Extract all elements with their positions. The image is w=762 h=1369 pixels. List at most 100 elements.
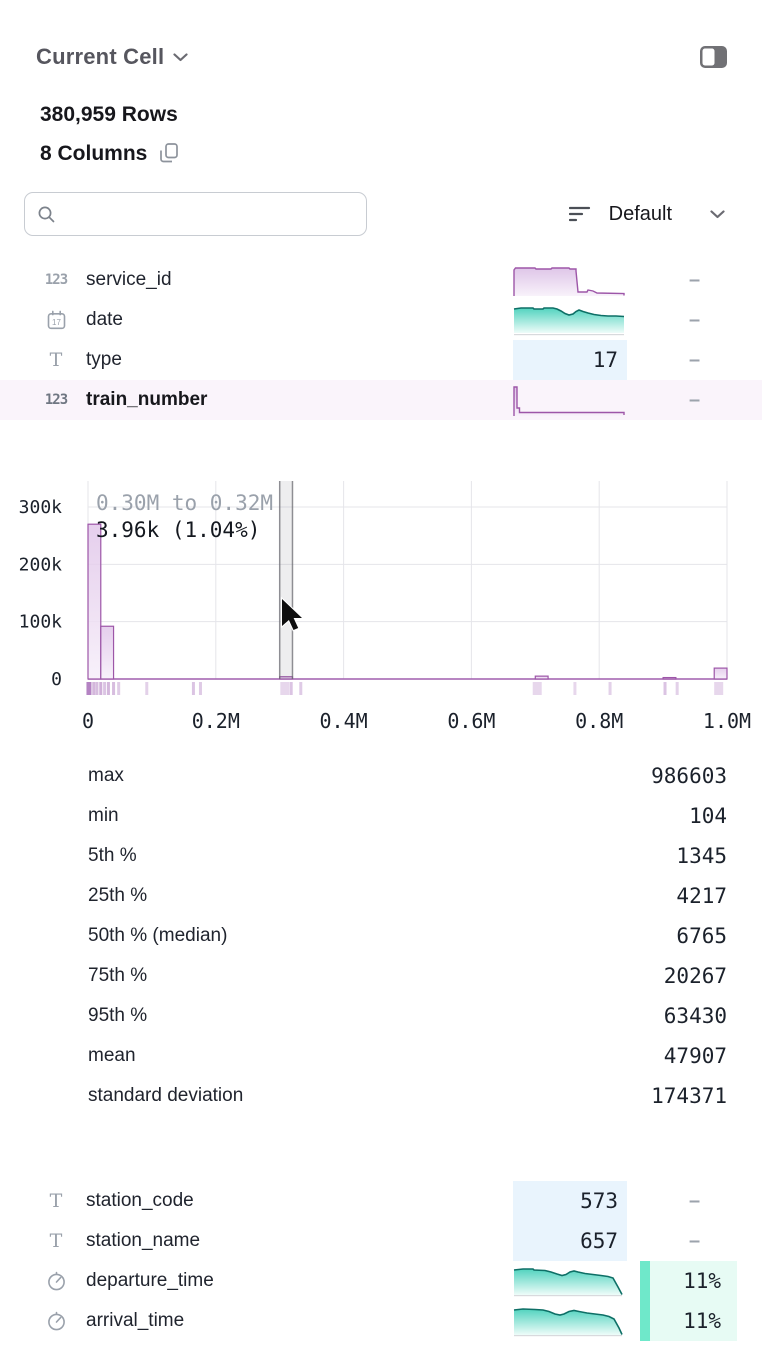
stat-row: 5th % 1345 <box>0 836 762 876</box>
search-input[interactable] <box>64 203 354 225</box>
histogram-tooltip-value: 3.96k (1.04%) <box>96 518 260 542</box>
stat-label: mean <box>88 1045 136 1066</box>
stat-row: 50th % (median) 6765 <box>0 916 762 956</box>
calendar-icon: 17 <box>47 310 65 329</box>
stat-row: standard deviation 174371 <box>0 1076 762 1116</box>
sort-icon <box>568 206 590 222</box>
date-area-sparkline[interactable] <box>513 300 627 340</box>
column-row-service-id[interactable]: 123 service_id – <box>0 260 762 300</box>
svg-text:0.2M: 0.2M <box>192 709 240 733</box>
cardinality-value[interactable]: 657 <box>513 1221 627 1261</box>
search-icon <box>38 206 55 222</box>
stat-row: mean 47907 <box>0 1036 762 1076</box>
clock-icon <box>47 1271 65 1290</box>
text-type-icon: T <box>49 349 63 371</box>
column-row-date[interactable]: 17 date – <box>0 300 762 340</box>
stat-label: standard deviation <box>88 1085 244 1106</box>
column-name: type <box>86 349 122 370</box>
column-name: service_id <box>86 269 172 290</box>
column-name: date <box>86 309 123 330</box>
time-area-sparkline[interactable] <box>513 1301 627 1341</box>
text-type-icon: T <box>49 1190 63 1212</box>
chevron-down-icon <box>173 52 188 61</box>
stat-label: 5th % <box>88 845 137 866</box>
null-indicator: – <box>688 388 701 411</box>
numeric-histogram-sparkline[interactable] <box>513 260 627 300</box>
column-row-station-name[interactable]: T station_name 657 – <box>0 1221 762 1261</box>
svg-text:200k: 200k <box>19 554 63 575</box>
stat-row: 25th % 4217 <box>0 876 762 916</box>
stat-row: min 104 <box>0 796 762 836</box>
stat-row: 75th % 20267 <box>0 956 762 996</box>
sidebar-panel-toggle-icon <box>700 46 727 68</box>
cardinality-value[interactable]: 17 <box>513 340 627 380</box>
column-list-top: 123 service_id – 17 date <box>0 260 762 420</box>
current-cell-dropdown[interactable]: Current Cell <box>36 44 188 70</box>
column-name: station_name <box>86 1230 201 1251</box>
svg-text:0.4M: 0.4M <box>320 709 368 733</box>
histogram-tooltip-range: 0.30M to 0.32M <box>96 491 273 515</box>
text-type-icon: T <box>49 1230 63 1252</box>
svg-text:0.8M: 0.8M <box>575 709 623 733</box>
numeric-type-icon: 123 <box>44 392 68 408</box>
column-name: station_code <box>86 1190 194 1211</box>
sidebar-panel-toggle-button[interactable] <box>700 46 727 68</box>
svg-text:0: 0 <box>51 669 62 690</box>
stat-row: max 986603 <box>0 756 762 796</box>
list-controls: Default <box>24 192 725 236</box>
column-name: train_number <box>86 389 208 410</box>
stat-value: 47907 <box>663 1044 727 1068</box>
cardinality-value[interactable]: 573 <box>513 1181 627 1221</box>
column-row-departure-time[interactable]: departure_time 11% <box>0 1261 762 1301</box>
stat-value: 986603 <box>651 764 727 788</box>
sort-dropdown[interactable]: Default <box>568 202 725 226</box>
stat-label: 25th % <box>88 885 148 906</box>
summary-statistics: max 986603 min 104 5th % 1345 25th % 4217 50… <box>0 756 762 1116</box>
svg-text:0.6M: 0.6M <box>447 709 495 733</box>
sort-selected-value: Default <box>608 202 672 225</box>
svg-text:300k: 300k <box>19 497 63 518</box>
stat-value: 1345 <box>676 844 727 868</box>
stat-value: 174371 <box>651 1084 727 1108</box>
numeric-type-icon: 123 <box>44 272 68 288</box>
stat-value: 104 <box>689 804 727 828</box>
stat-value: 20267 <box>663 964 727 988</box>
time-area-sparkline[interactable] <box>513 1261 627 1301</box>
panel-title: Current Cell <box>36 44 165 69</box>
stat-label: min <box>88 805 119 826</box>
svg-text:1.0M: 1.0M <box>703 709 751 733</box>
row-count: 380,959 Rows <box>40 103 178 126</box>
null-indicator: – <box>688 348 701 371</box>
column-row-station-code[interactable]: T station_code 573 – <box>0 1181 762 1221</box>
svg-text:100k: 100k <box>19 612 63 633</box>
stat-label: 95th % <box>88 1005 148 1026</box>
column-name: arrival_time <box>86 1310 185 1331</box>
mouse-cursor <box>280 596 305 632</box>
stat-label: 75th % <box>88 965 148 986</box>
null-indicator: – <box>688 1189 701 1212</box>
panel-header: Current Cell <box>36 40 727 74</box>
stat-label: 50th % (median) <box>88 925 228 946</box>
chevron-down-icon <box>710 209 725 218</box>
stat-value: 63430 <box>663 1004 727 1028</box>
column-row-arrival-time[interactable]: arrival_time 11% <box>0 1301 762 1341</box>
svg-text:0: 0 <box>82 709 94 733</box>
stat-value: 4217 <box>676 884 727 908</box>
stat-value: 6765 <box>676 924 727 948</box>
null-indicator: – <box>688 308 701 331</box>
null-percentage: 11% <box>640 1301 737 1341</box>
copy-icon[interactable] <box>159 142 179 164</box>
svg-text:17: 17 <box>52 318 61 327</box>
column-count: 8 Columns <box>40 141 148 165</box>
null-percentage-cell: 11% <box>627 1301 762 1341</box>
column-row-type[interactable]: T type 17 – <box>0 340 762 380</box>
numeric-histogram-sparkline[interactable] <box>513 380 627 420</box>
train-number-histogram[interactable]: 0 100k 200k 300k 0 0.2M 0.4M 0.6M 0.8M 1.0M 0.30M… <box>0 466 762 746</box>
column-row-train-number[interactable]: 123 train_number – <box>0 380 762 420</box>
column-name: departure_time <box>86 1270 214 1291</box>
clock-icon <box>47 1311 65 1330</box>
null-indicator: – <box>688 1229 701 1252</box>
null-percentage: 11% <box>640 1261 737 1301</box>
search-box <box>24 192 367 236</box>
table-summary: 380,959 Rows 8 Columns <box>40 104 762 164</box>
